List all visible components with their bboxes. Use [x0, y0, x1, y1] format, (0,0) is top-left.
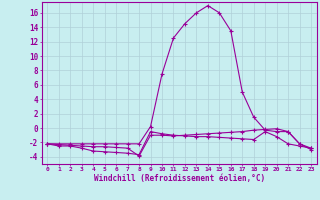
X-axis label: Windchill (Refroidissement éolien,°C): Windchill (Refroidissement éolien,°C): [94, 174, 265, 183]
